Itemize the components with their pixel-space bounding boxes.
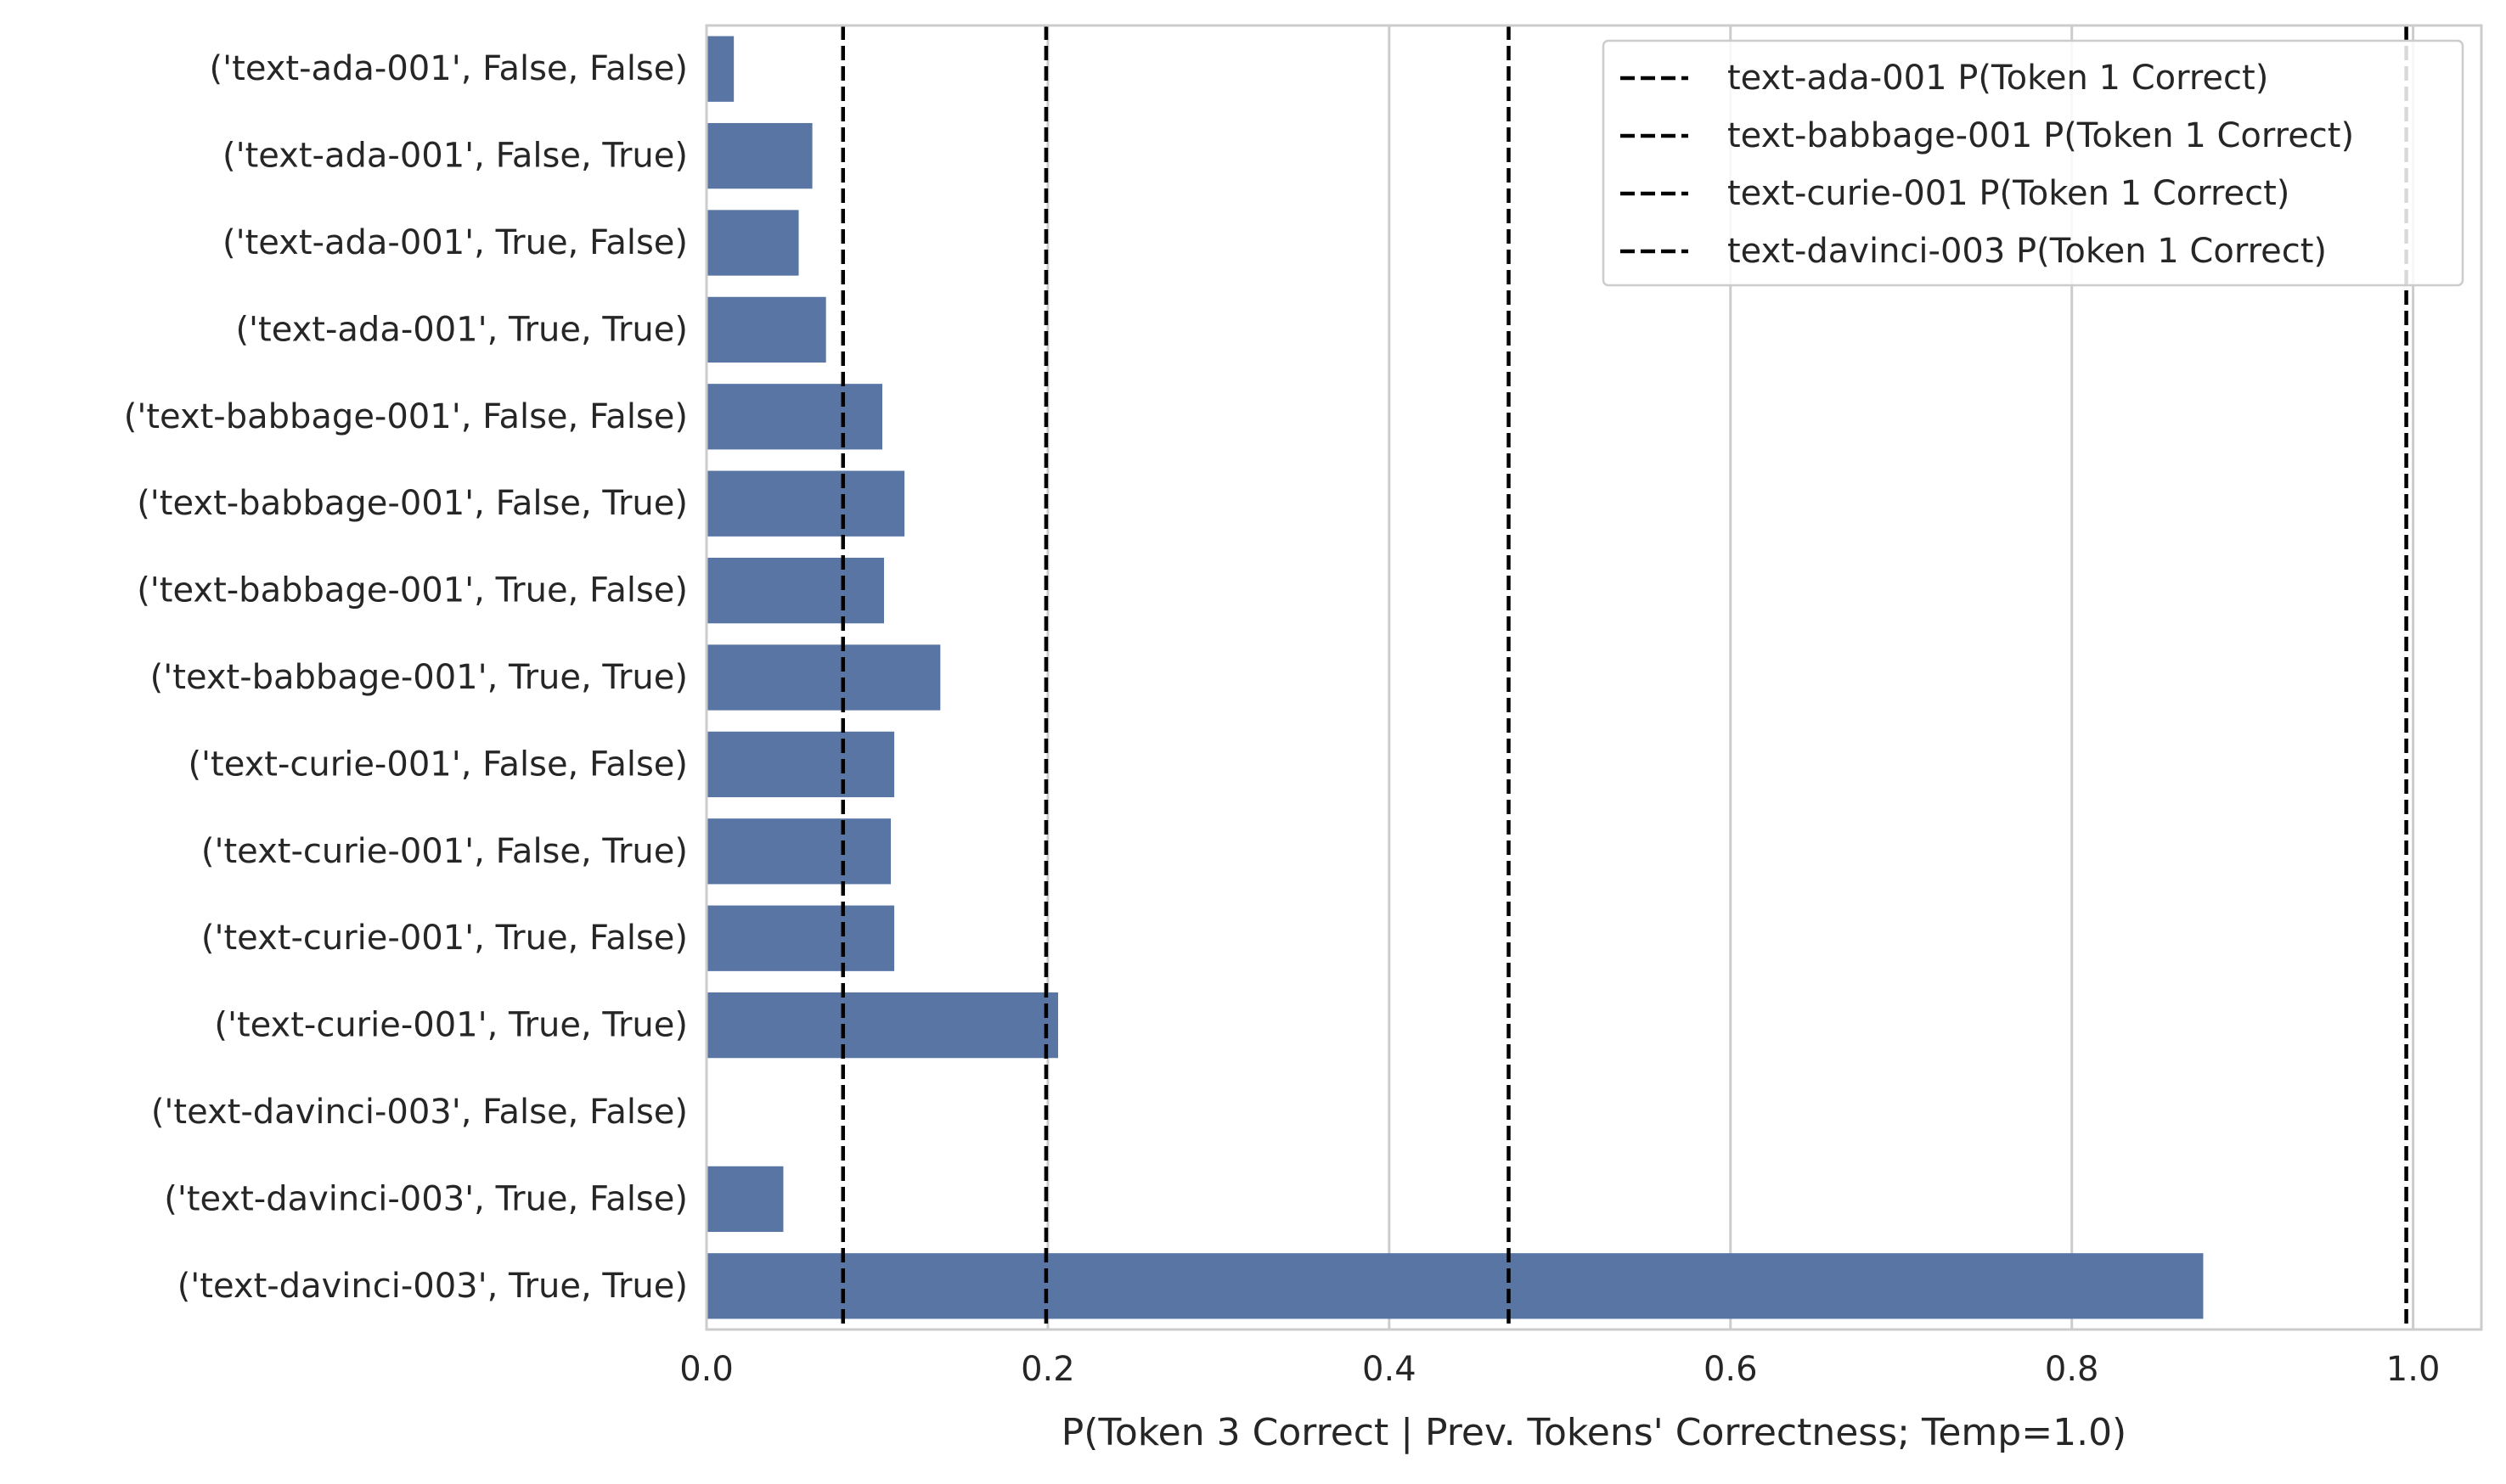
bar [707, 36, 735, 102]
bar [707, 818, 892, 885]
y-tick-label: ('text-curie-001', False, True) [201, 832, 688, 871]
x-tick-label: 0.2 [1021, 1350, 1075, 1389]
bars [707, 36, 2204, 1319]
bar [707, 122, 813, 189]
y-tick-label: ('text-babbage-001', True, False) [137, 571, 688, 610]
y-tick-label: ('text-curie-001', True, False) [201, 919, 688, 958]
y-tick-label: ('text-ada-001', True, False) [222, 223, 688, 262]
y-tick-label: ('text-curie-001', False, False) [188, 745, 688, 784]
bar [707, 384, 882, 450]
legend-box [1602, 39, 2464, 287]
bar [707, 644, 941, 711]
legend: text-ada-001 P(Token 1 Correct) text-babb… [1602, 39, 2464, 287]
x-tick-label: 0.8 [2045, 1350, 2099, 1389]
y-tick-label: ('text-curie-001', True, True) [214, 1006, 688, 1045]
y-tick-label: ('text-ada-001', True, True) [235, 310, 688, 349]
x-tick-label: 0.6 [1704, 1350, 1758, 1389]
y-tick-label: ('text-babbage-001', False, False) [124, 397, 688, 436]
bar [707, 1253, 2204, 1319]
x-tick-label: 0.4 [1362, 1350, 1416, 1389]
legend-label: text-curie-001 P(Token 1 Correct) [1727, 174, 2289, 213]
x-axis-title: P(Token 3 Correct | Prev. Tokens' Correc… [1062, 1411, 2126, 1454]
legend-label: text-ada-001 P(Token 1 Correct) [1727, 59, 2268, 98]
legend-label: text-davinci-003 P(Token 1 Correct) [1727, 232, 2327, 271]
bar [707, 992, 1058, 1059]
y-tick-labels: ('text-ada-001', False, False) ('text-ada… [124, 49, 688, 1306]
x-tick-label: 0.0 [679, 1350, 734, 1389]
x-tick-labels: 0.0 0.2 0.4 0.6 0.8 1.0 [679, 1350, 2440, 1389]
legend-label: text-babbage-001 P(Token 1 Correct) [1727, 116, 2354, 155]
y-tick-label: ('text-davinci-003', True, False) [164, 1179, 688, 1218]
bar [707, 557, 884, 624]
y-tick-label: ('text-babbage-001', True, True) [150, 658, 688, 697]
plot-frame [705, 24, 2483, 1331]
x-tick-label: 1.0 [2386, 1350, 2441, 1389]
y-tick-label: ('text-ada-001', False, False) [210, 49, 688, 88]
y-tick-label: ('text-babbage-001', False, True) [137, 484, 688, 523]
bar [707, 210, 799, 276]
legend-entries: text-ada-001 P(Token 1 Correct) text-babb… [1620, 59, 2354, 271]
bar [707, 905, 895, 971]
bar [707, 470, 905, 537]
bar [707, 1166, 784, 1233]
y-tick-label: ('text-davinci-003', True, True) [177, 1267, 688, 1306]
y-tick-label: ('text-ada-001', False, True) [222, 137, 688, 176]
y-tick-label: ('text-davinci-003', False, False) [151, 1093, 688, 1132]
bar [707, 731, 895, 798]
bar [707, 296, 826, 363]
